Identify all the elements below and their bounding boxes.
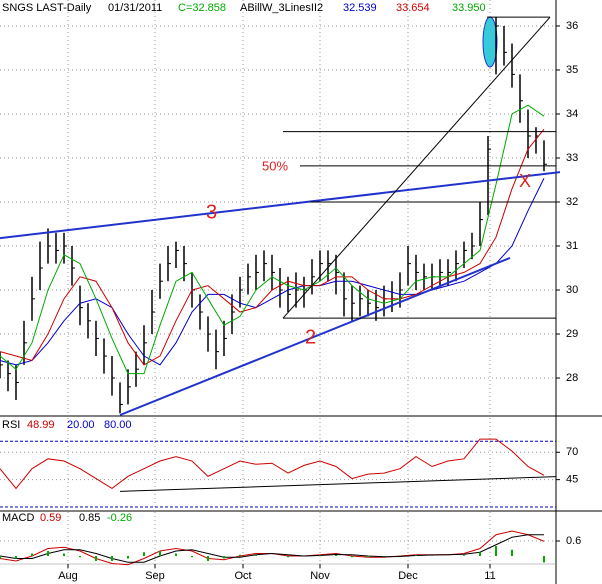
y-tick-label: 32 xyxy=(566,196,578,208)
x-tick-label: Sep xyxy=(145,570,165,582)
y-tick-label: 30 xyxy=(566,284,578,296)
legend-entry: 48.99 xyxy=(27,419,55,431)
annotation: 50% xyxy=(262,158,288,173)
date: 01/31/2011 xyxy=(108,2,162,14)
histogram-bar xyxy=(0,556,1,559)
legend-entry: 32.539 xyxy=(343,2,377,14)
y-tick-label: 0.6 xyxy=(566,535,581,547)
y-tick-label: 29 xyxy=(566,328,578,340)
histogram-bar xyxy=(143,552,145,556)
moving-average xyxy=(0,104,545,375)
legend-entry: -0.26 xyxy=(107,512,132,524)
histogram-bar xyxy=(127,556,129,559)
legend-entry: 0.59 xyxy=(40,512,61,524)
panel-title: RSI xyxy=(2,419,20,431)
histogram-bar xyxy=(287,556,289,558)
trendline xyxy=(0,171,561,240)
histogram-bar xyxy=(63,553,65,556)
annotation: X xyxy=(519,171,531,191)
histogram-bar xyxy=(511,549,513,556)
moving-average xyxy=(0,128,545,366)
histogram-bar xyxy=(415,555,417,556)
histogram-bar xyxy=(319,555,321,556)
legend-entry: 20.00 xyxy=(67,419,95,431)
y-tick-label: 34 xyxy=(566,108,578,120)
y-tick-label: 36 xyxy=(566,20,578,32)
y-tick-label: 28 xyxy=(566,372,578,384)
indicator: ABillW_3LinesII2 xyxy=(240,2,323,14)
annotations: 3 2 50% X xyxy=(206,158,531,348)
title: SNGS LAST-Daily xyxy=(2,2,92,14)
moving-average xyxy=(0,178,545,366)
histogram-bar xyxy=(175,553,177,556)
last-close: C=32.858 xyxy=(178,2,226,14)
panel-title: MACD xyxy=(2,512,34,524)
histogram-bar xyxy=(223,556,225,559)
histogram-bar xyxy=(399,555,401,556)
histogram-bar xyxy=(351,556,353,558)
histogram-bar xyxy=(239,554,241,556)
y-tick-label: 31 xyxy=(566,240,578,252)
x-tick-label: Dec xyxy=(398,570,418,582)
histogram-bar xyxy=(495,546,497,556)
y-tick-label: 70 xyxy=(566,446,578,458)
legend-entry: 80.00 xyxy=(104,419,132,431)
histogram-bar xyxy=(191,556,193,558)
histogram-bar xyxy=(207,556,209,561)
y-tick-label: 45 xyxy=(566,474,578,486)
y-tick-label: 35 xyxy=(566,64,578,76)
histogram-bar xyxy=(383,556,385,557)
histogram-bar xyxy=(367,556,369,558)
histogram-bar xyxy=(335,555,337,556)
annotation: 2 xyxy=(305,326,316,348)
x-tick-label: 11 xyxy=(484,570,495,582)
x-tick-label: Aug xyxy=(58,570,78,582)
histogram-bar xyxy=(31,553,33,556)
indicator-line xyxy=(0,534,544,563)
x-tick-label: Nov xyxy=(310,570,330,582)
histogram-bar xyxy=(543,556,545,563)
histogram-bar xyxy=(479,552,481,556)
legend-entry: 33.654 xyxy=(396,2,430,14)
histogram-bar xyxy=(159,551,161,556)
trendline xyxy=(119,256,511,416)
histogram-bar xyxy=(15,556,17,559)
legend-entry: 0.85 xyxy=(79,512,100,524)
x-tick-label: Oct xyxy=(234,570,251,582)
trendline xyxy=(119,476,557,492)
histogram-bar xyxy=(463,555,465,556)
histogram-bar xyxy=(95,556,97,561)
annotation: 3 xyxy=(206,201,217,223)
legend-entry: 33.950 xyxy=(452,2,486,14)
histogram-bar xyxy=(79,556,81,558)
histogram-bar xyxy=(255,554,257,556)
y-tick-label: 33 xyxy=(566,152,578,164)
header: SNGS LAST-Daily 01/31/2011 C=32.858 ABil… xyxy=(2,2,486,524)
histogram-bar xyxy=(111,556,113,561)
indicator-line xyxy=(0,438,545,490)
histogram-bar xyxy=(47,551,49,556)
trendline xyxy=(282,16,551,319)
